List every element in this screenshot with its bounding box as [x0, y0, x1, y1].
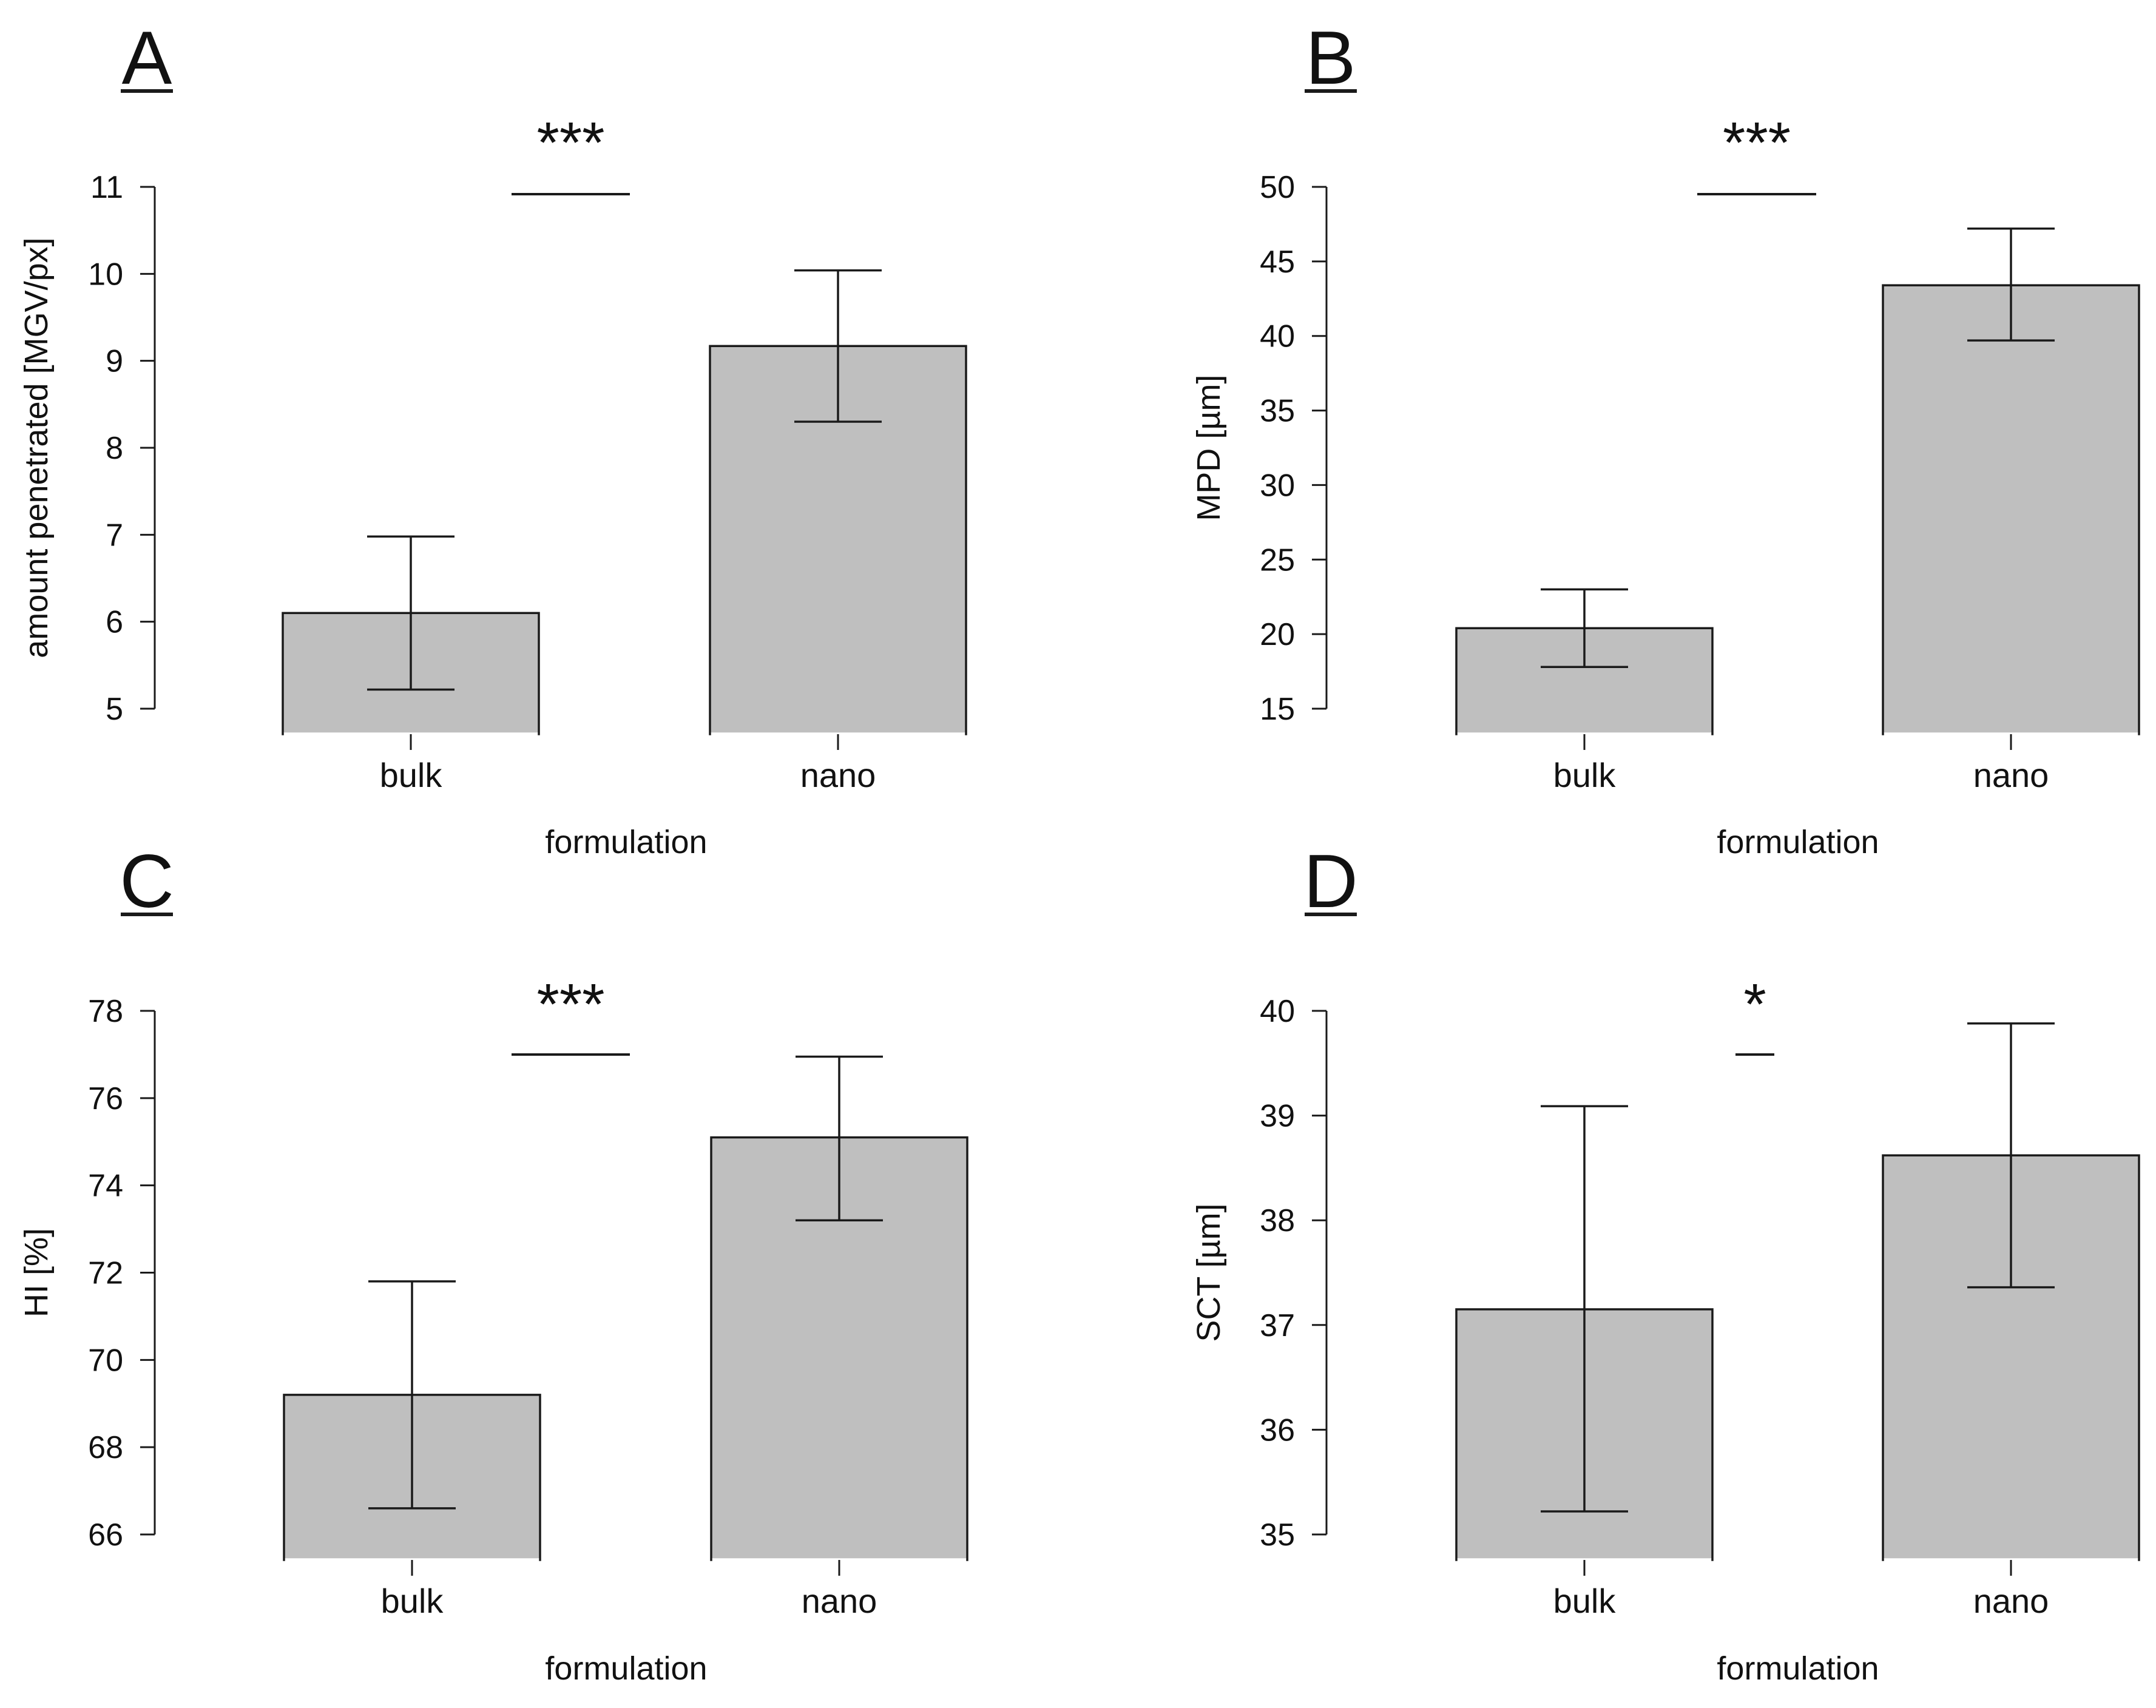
y-tick-label-b: 20 [1260, 617, 1295, 652]
y-tick-label-d: 38 [1260, 1203, 1295, 1238]
y-tick-label-a: 6 [106, 605, 123, 640]
x-tick-label-c-bulk: bulk [381, 1582, 444, 1620]
y-axis-title-d: SCT [µm] [1191, 1203, 1227, 1342]
panel-c: C 66 68 70 72 74 76 78 bulk nano formulation HI [%]… [18, 840, 968, 1687]
y-tick-label-c: 66 [88, 1517, 123, 1553]
y-tick-label-d: 40 [1260, 994, 1295, 1029]
y-axis-title-c: HI [%] [18, 1228, 55, 1317]
x-tick-label-c-nano: nano [802, 1582, 877, 1620]
x-tick-label-b-bulk: bulk [1553, 756, 1617, 794]
x-tick-label-d-bulk: bulk [1553, 1582, 1617, 1620]
panel-d: D 35 36 37 38 39 40 bulk nano formulation SCT [µm]… [1191, 840, 2140, 1687]
panel-b: B 15 20 25 30 35 40 45 50 bulk nano formulation MPD … [1191, 16, 2140, 860]
panel-letter-b: B [1306, 16, 1356, 100]
y-tick-label-b: 45 [1260, 245, 1295, 280]
y-axis-title-a: amount penetrated [MGV/px] [18, 237, 55, 658]
y-tick-label-b: 25 [1260, 542, 1295, 578]
x-axis-title-b: formulation [1717, 824, 1879, 860]
y-tick-label-b: 30 [1260, 468, 1295, 503]
y-tick-label-c: 72 [88, 1256, 123, 1291]
y-tick-label-c: 68 [88, 1430, 123, 1465]
panel-letter-d: D [1303, 840, 1358, 923]
y-tick-label-a: 9 [106, 344, 123, 379]
x-tick-label-b-nano: nano [1973, 756, 2049, 794]
significance-label-d: * [1743, 972, 1766, 1037]
y-tick-label-b: 15 [1260, 692, 1295, 727]
significance-label-b: *** [1723, 110, 1791, 175]
y-tick-label-a: 7 [106, 518, 123, 553]
significance-label-c: *** [536, 972, 604, 1037]
y-tick-label-a: 8 [106, 431, 123, 466]
y-tick-label-c: 76 [88, 1081, 123, 1116]
y-tick-label-a: 10 [88, 257, 123, 292]
bar-b-nano [1882, 284, 2140, 735]
y-tick-label-d: 37 [1260, 1308, 1295, 1343]
y-tick-label-c: 70 [88, 1343, 123, 1378]
y-tick-label-d: 35 [1260, 1517, 1295, 1553]
y-tick-label-d: 36 [1260, 1413, 1295, 1448]
y-tick-label-b: 35 [1260, 394, 1295, 429]
x-axis-title-a: formulation [545, 824, 707, 860]
significance-label-a: *** [536, 110, 604, 175]
x-tick-label-d-nano: nano [1973, 1582, 2049, 1620]
x-axis-title-c: formulation [545, 1650, 707, 1687]
panel-a: A 5 6 7 8 9 10 11 bulk nano formulation amount pene… [18, 16, 967, 860]
x-axis-title-d: formulation [1717, 1650, 1879, 1687]
y-axis-title-b: MPD [µm] [1191, 374, 1227, 521]
y-tick-label-c: 74 [88, 1169, 123, 1204]
y-tick-label-b: 50 [1260, 170, 1295, 205]
x-tick-label-a-nano: nano [800, 756, 876, 794]
panel-letter-a: A [122, 16, 172, 100]
x-tick-label-a-bulk: bulk [380, 756, 443, 794]
y-tick-label-a: 11 [90, 170, 123, 205]
y-tick-label-d: 39 [1260, 1099, 1295, 1134]
panel-letter-c: C [120, 840, 174, 923]
y-tick-label-b: 40 [1260, 319, 1295, 354]
y-tick-label-c: 78 [88, 994, 123, 1029]
y-tick-label-a: 5 [106, 692, 123, 727]
